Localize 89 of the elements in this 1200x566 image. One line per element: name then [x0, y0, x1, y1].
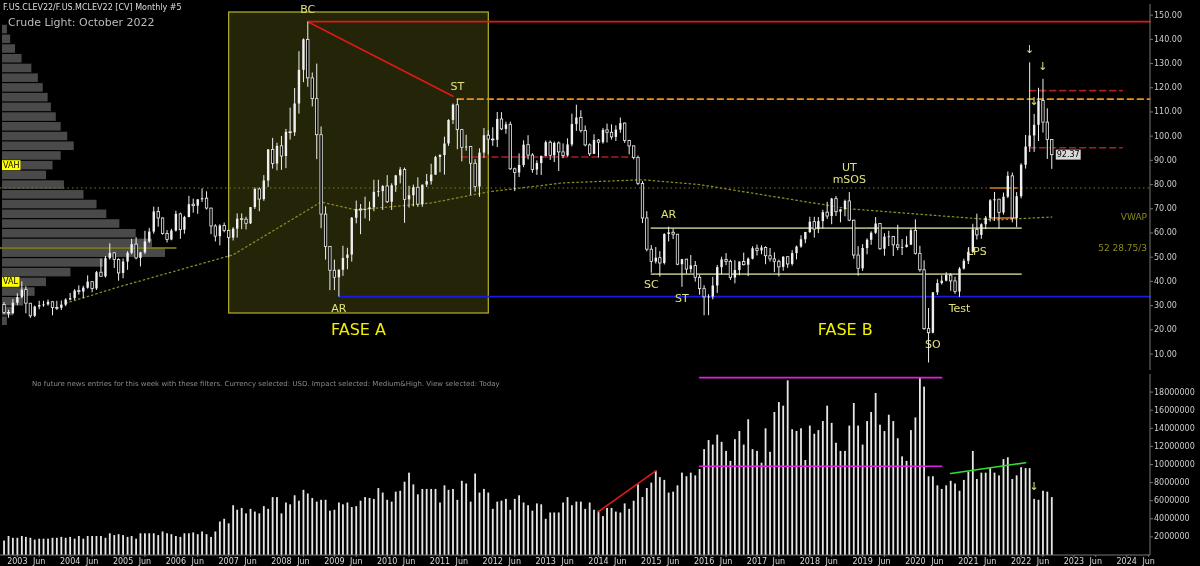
x-tick-label: 2006 — [165, 556, 187, 566]
x-tick-label: 2018 — [799, 556, 820, 566]
y-tick-label: 12000000 — [1154, 441, 1195, 451]
x-tick-label: 2010 — [377, 556, 398, 566]
text: Crude Light: October 2022 — [8, 16, 155, 29]
x-tick-label: 2023 — [1063, 556, 1085, 566]
y-tick-label: 100.00 — [1154, 131, 1182, 141]
y-tick-label: 110.00 — [1154, 107, 1182, 117]
x-tick-label: 2005 — [112, 556, 134, 566]
x-tick-label: Jun — [930, 556, 944, 566]
x-tick-label: Jun — [982, 556, 997, 566]
y-tick-label: VAL — [3, 277, 19, 287]
x-tick-label: 2012 — [482, 556, 503, 566]
x-tick-label: 2008 — [271, 556, 292, 566]
x-tick-label: 2017 — [746, 556, 768, 566]
x-tick-label: Jun — [31, 556, 46, 566]
x-tick-label: Jun — [401, 556, 416, 566]
x-tick-label: Jun — [296, 556, 310, 566]
x-tick-label: 2015 — [641, 556, 662, 566]
x-tick-label: Jun — [771, 556, 786, 566]
y-tick-label: 30.00 — [1154, 301, 1177, 311]
x-tick-label: Jun — [665, 556, 680, 566]
x-tick-label: Jun — [348, 556, 363, 566]
x-tick-label: 2016 — [693, 556, 715, 566]
y-tick-label: 2000000 — [1154, 532, 1190, 542]
annotation: ↓ — [1029, 479, 1039, 493]
x-tick-label: Jun — [824, 556, 838, 566]
y-tick-label: 70.00 — [1154, 204, 1177, 214]
chart-title: F.US.CLEV22/F.US.MCLEV22 [CV] Monthly #5 — [3, 3, 182, 12]
x-tick-label: Jun — [1035, 556, 1050, 566]
x-tick-label: Jun — [137, 556, 152, 566]
annotation: BC — [300, 2, 316, 16]
x-tick-label: 2007 — [218, 556, 239, 566]
x-tick-label: 2024 — [1116, 556, 1137, 566]
x-tick-label: Jun — [877, 556, 891, 566]
band-label: FASE A — [330, 320, 387, 339]
x-tick-label: Jun — [1088, 556, 1103, 566]
x-tick-label: Jun — [454, 556, 469, 566]
x-tick-label: 2011 — [429, 556, 451, 566]
y-tick-label: 10000000 — [1154, 460, 1195, 469]
y-tick-label: 60.00 — [1154, 228, 1177, 238]
annotation: ↓ — [1029, 94, 1039, 108]
annotation: mSOS — [832, 173, 866, 187]
y-tick-label: 150.00 — [1154, 10, 1182, 20]
x-tick-label: Jun — [560, 556, 574, 566]
annotation: AR — [331, 301, 347, 315]
x-tick-label: Jun — [243, 556, 257, 566]
y-tick-label: 18000000 — [1154, 387, 1195, 397]
text: VWAP — [1120, 212, 1148, 223]
annotation: ST — [450, 79, 465, 93]
x-tick-label: 2014 — [588, 556, 609, 566]
y-tick-label: 130.00 — [1154, 59, 1182, 69]
y-tick-label: VAH — [3, 160, 20, 170]
y-tick-label: 120.00 — [1154, 83, 1182, 93]
x-tick-label: 2003 — [7, 556, 28, 566]
annotation: UT — [841, 161, 857, 175]
x-tick-label: 2020 — [905, 556, 926, 566]
y-tick-label: 40.00 — [1154, 276, 1177, 286]
y-tick-label: 140.00 — [1154, 34, 1182, 44]
y-tick-label: 16000000 — [1154, 405, 1195, 415]
annotation: ↓ — [1038, 59, 1048, 73]
x-tick-label: Jun — [84, 556, 99, 566]
x-tick-label: 2013 — [535, 556, 556, 566]
x-tick-label: Jun — [507, 556, 522, 566]
y-tick-label: 80.00 — [1154, 180, 1177, 190]
y-tick-label: 14000000 — [1154, 423, 1195, 433]
annotation: SC — [643, 277, 659, 291]
y-tick-label: 6000000 — [1154, 496, 1190, 506]
annotation: AR — [661, 207, 677, 221]
x-tick-label: Jun — [1141, 556, 1155, 566]
x-tick-label: Jun — [190, 556, 204, 566]
x-tick-label: 2009 — [324, 556, 345, 566]
x-tick-label: Jun — [718, 556, 733, 566]
x-tick-label: 2019 — [852, 556, 873, 566]
x-tick-label: 2021 — [958, 556, 979, 566]
annotation: FASE B — [817, 320, 873, 339]
annotation: Test — [947, 301, 972, 315]
x-tick-label: Jun — [613, 556, 627, 566]
x-tick-label: 2022 — [1010, 556, 1032, 566]
x-tick-label: 2004 — [59, 556, 81, 566]
y-tick-label: 8000000 — [1154, 478, 1190, 488]
y-tick-label: 50.00 — [1154, 252, 1177, 262]
annotation: 92.37 — [1056, 150, 1080, 160]
text: 52 28.75/3 — [1098, 243, 1147, 253]
y-tick-label: 20.00 — [1154, 325, 1177, 335]
y-tick-label: 10.00 — [1154, 349, 1177, 359]
y-tick-label: 4000000 — [1154, 514, 1190, 524]
annotation: ↓ — [1025, 43, 1035, 57]
y-tick-label: 90.00 — [1154, 155, 1177, 165]
